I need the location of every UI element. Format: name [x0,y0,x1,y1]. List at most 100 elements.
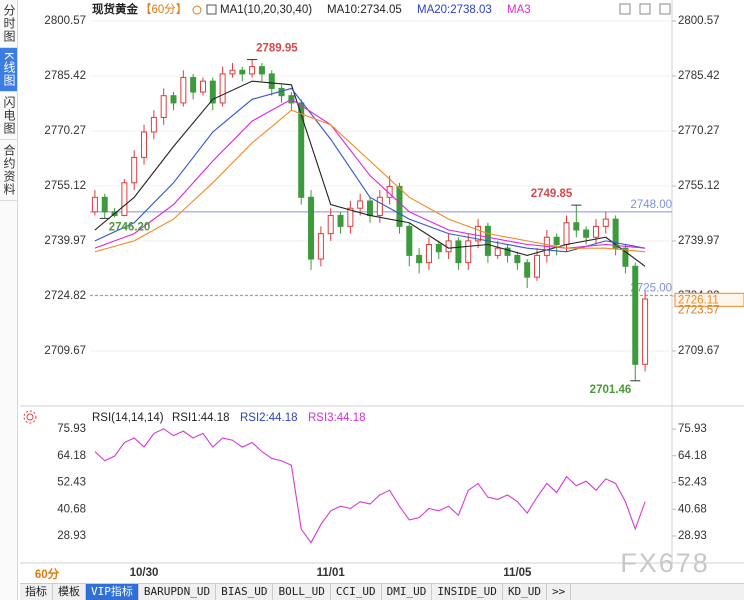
indicator-tab[interactable]: BIAS_UD [216,584,274,600]
period-label: 60分 [35,567,60,581]
candle-body [632,265,639,365]
sidebar-tab[interactable]: K线图 [0,48,17,93]
sidebar-tab[interactable]: 合约资料 [0,140,17,202]
candle-body [642,298,649,365]
y-tick-label-right: 64.18 [678,450,707,462]
indicator-tab[interactable]: INSIDE_UD [432,584,503,600]
sidebar-tab[interactable]: 分时图 [0,0,17,48]
y-tick-label: 2800.57 [44,15,86,27]
y-tick-label: 64.18 [57,450,86,462]
icon[interactable] [639,3,651,15]
candle-body [131,156,138,184]
ma-line [94,80,646,267]
last-price-label: 2726.11 [678,294,719,306]
candle-body [101,196,108,213]
rsi-legend: RSI2:44.18 [240,412,298,424]
indicator-tab[interactable]: 指标 [20,584,53,600]
chart: 现货黄金 【60分】 MA1(10,20,30,40) MA10:2734.05… [0,0,744,583]
rsi-line [94,428,646,544]
candle-body [563,222,570,246]
symbol: 现货黄金 [92,2,138,16]
ma-line [94,87,646,253]
background [0,0,744,583]
x-tick-label: 11/01 [317,567,346,579]
y-tick-label: 2709.67 [44,345,86,357]
y-tick-label: 2785.42 [44,70,86,82]
candle-body [170,95,177,104]
candle-body [249,66,256,75]
candle-body [396,185,403,227]
x-tick-label: 10/30 [130,567,159,579]
candle-body [209,80,216,104]
y-tick-label: 2724.82 [44,290,86,302]
price-line-label: 2725.00 [630,282,672,294]
candle-body [367,200,373,216]
period: 【60分】 [140,3,187,16]
indicator-tab[interactable]: DMI_UD [382,584,433,600]
watermark: FX678 [620,548,710,578]
candle-body [514,254,521,264]
candle-body [553,236,560,246]
x-tick-label: 11/05 [503,567,532,579]
indicator: MA1(10,20,30,40) [220,4,312,16]
rsi-title: RSI(14,14,14) [92,412,164,424]
annotation: 2789.95 [256,43,298,55]
candle-body [425,244,432,264]
candle-body [465,240,472,264]
candle-body [160,95,167,118]
y-tick-label-right: 2755.12 [678,180,720,192]
y-tick-label: 2755.12 [44,180,86,192]
ma3-legend: MA3 [507,4,531,16]
candle-body [406,225,413,256]
candle-body [622,247,629,267]
candle-body [534,254,541,278]
icon[interactable] [619,3,631,15]
y-tick-label: 2770.27 [44,125,86,137]
y-tick-label: 2739.97 [44,235,86,247]
indicator-checkbox[interactable] [206,4,217,15]
close-marker-label: 2723.57 [678,305,720,317]
ma-line [94,98,646,249]
y-tick-label-right: 2785.42 [678,70,720,82]
ma20-legend: MA20:2738.03 [417,4,492,16]
y-tick-label-right: 2739.97 [678,235,720,247]
indicator-tab[interactable]: 模板 [53,584,86,600]
rsi-legend: RSI1:44.18 [172,412,230,424]
candle-body [298,102,305,198]
y-tick-label-right: 28.93 [678,530,707,542]
candle-body [435,244,442,253]
y-tick-label: 75.93 [57,423,86,435]
sidebar-tab[interactable]: 闪电图 [0,92,17,141]
candle-body [573,222,580,231]
y-tick-label-right: 52.43 [678,477,707,489]
rsi-icon[interactable] [23,410,37,424]
candle-body [347,207,354,227]
candle-body [308,196,315,260]
candle-body [150,116,157,133]
candle-body [337,214,344,227]
indicator-tab[interactable]: VIP指标 [86,584,139,600]
indicator-tab[interactable]: KD_UD [503,584,548,600]
indicator-tab[interactable]: >> [547,584,572,600]
indicator-tab[interactable]: BARUPDN_UD [139,584,217,600]
y-tick-label-right: 75.93 [678,423,707,435]
indicator-tab[interactable]: CCI_UD [331,584,382,600]
indicator-tab[interactable]: BOLL_UD [273,584,331,600]
candle-body [376,196,383,216]
candle-body [504,247,511,256]
candle-body [268,73,275,89]
annotation: 2749.85 [531,188,573,200]
icon[interactable] [659,3,671,15]
period-icon[interactable] [192,5,202,15]
y-tick-label-right: 2709.67 [678,345,720,357]
candle-body [121,182,128,216]
last-price-box [674,292,744,307]
candle-body [219,73,226,104]
ma-line [94,109,646,253]
candle-body [524,262,531,278]
ma10-legend: MA10:2734.05 [327,4,402,16]
candle-body [317,233,324,260]
candle-body [455,240,462,264]
candle-body [602,218,609,227]
candle-body [583,229,590,238]
